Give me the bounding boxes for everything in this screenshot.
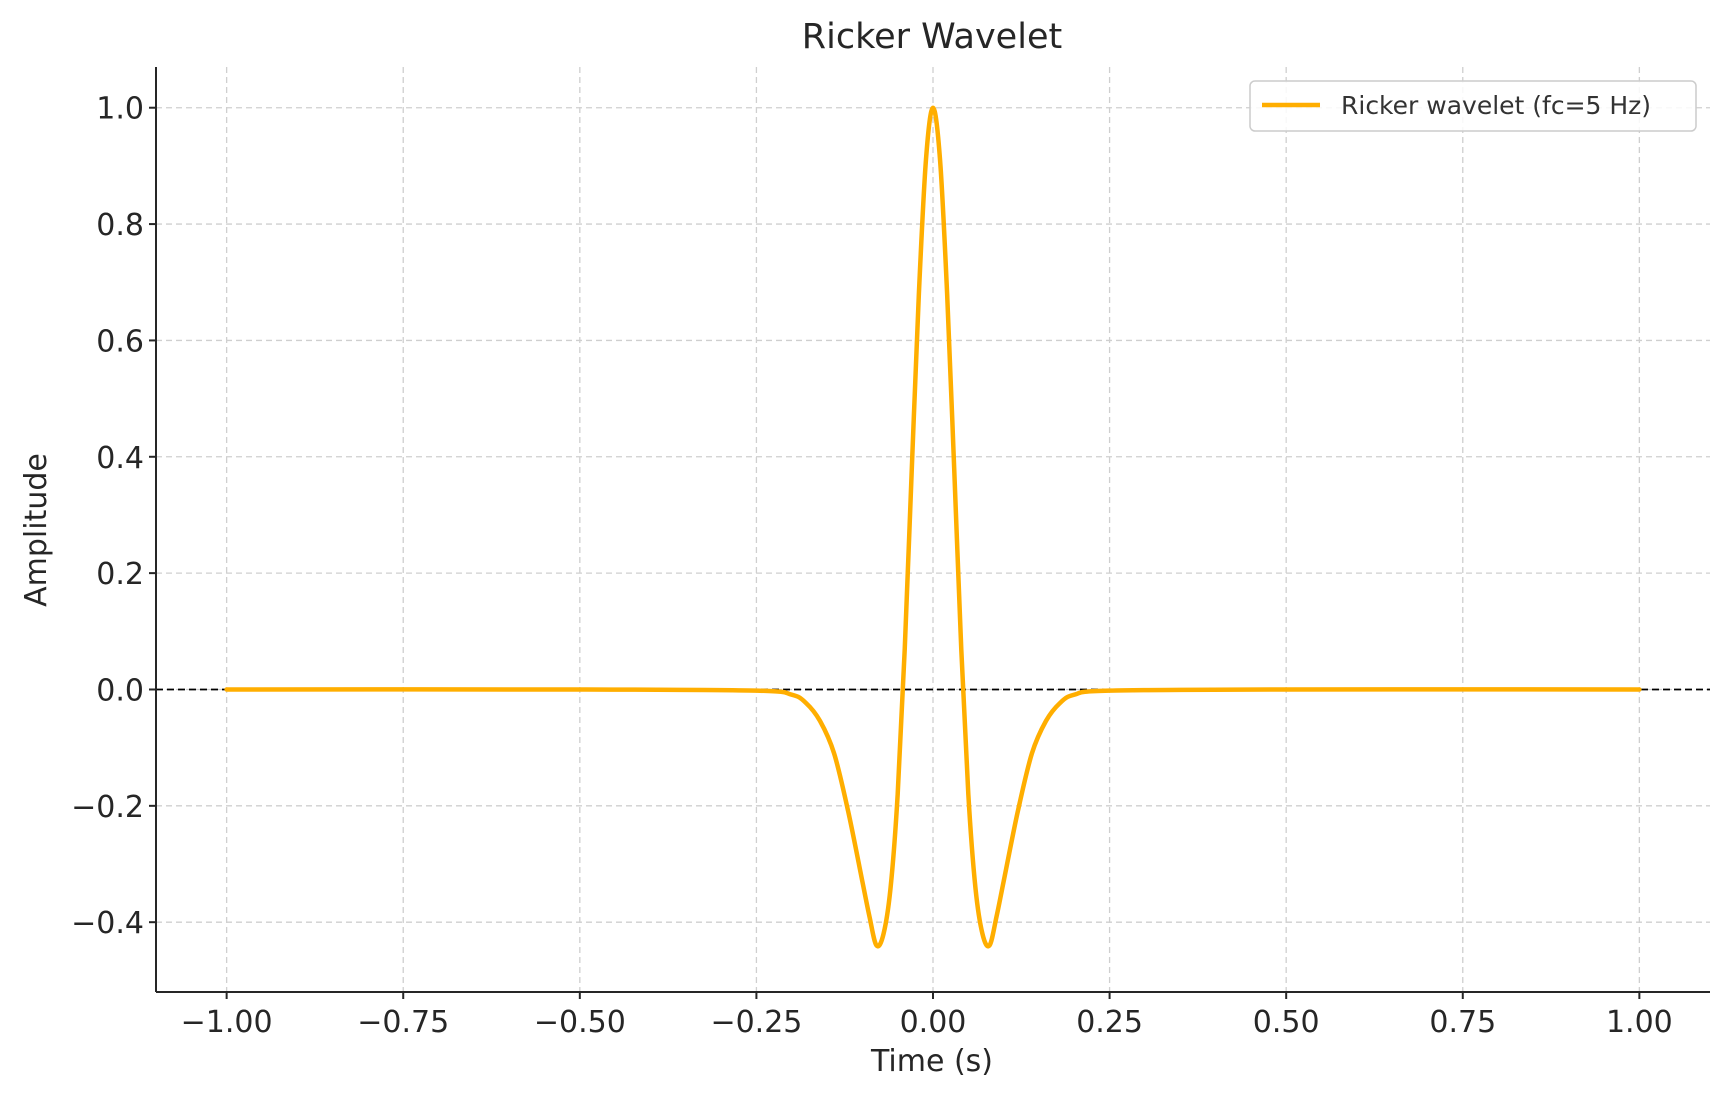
y-tick-label: −0.2 — [71, 790, 144, 825]
y-tick-label: 0.4 — [96, 441, 144, 476]
x-tick-label: −0.50 — [534, 1005, 626, 1040]
y-axis-ticks: −0.4 −0.2 0.0 0.2 0.4 0.6 0.8 1.0 — [71, 92, 156, 941]
legend: Ricker wavelet (fc=5 Hz) — [1249, 80, 1697, 132]
series-lines — [224, 105, 1642, 949]
x-tick-label: −0.75 — [357, 1005, 449, 1040]
y-tick-label: 1.0 — [96, 92, 144, 127]
x-tick-label: −0.25 — [710, 1005, 802, 1040]
y-axis-label: Amplitude — [19, 453, 54, 607]
x-tick-label: 0.00 — [900, 1005, 967, 1040]
y-tick-label: −0.4 — [71, 906, 144, 941]
x-tick-label: 0.25 — [1076, 1005, 1143, 1040]
x-axis-label: Time (s) — [870, 1044, 993, 1079]
legend-label: Ricker wavelet (fc=5 Hz) — [1341, 91, 1651, 120]
chart-title: Ricker Wavelet — [802, 17, 1062, 57]
x-tick-label: 0.75 — [1429, 1005, 1496, 1040]
grid-lines — [156, 67, 1710, 992]
series-line-ricker-wavelet — [224, 105, 1642, 949]
x-tick-label: −1.00 — [181, 1005, 273, 1040]
y-tick-label: 0.0 — [96, 673, 144, 708]
x-tick-label: 0.50 — [1253, 1005, 1320, 1040]
legend-frame — [1249, 80, 1697, 132]
x-axis-ticks: −1.00 −0.75 −0.50 −0.25 0.00 0.25 0.50 0.75 1.00 — [181, 992, 1673, 1040]
y-tick-label: 0.6 — [96, 324, 144, 359]
y-tick-label: 0.8 — [96, 208, 144, 243]
x-tick-label: 1.00 — [1606, 1005, 1673, 1040]
y-tick-label: 0.2 — [96, 557, 144, 592]
